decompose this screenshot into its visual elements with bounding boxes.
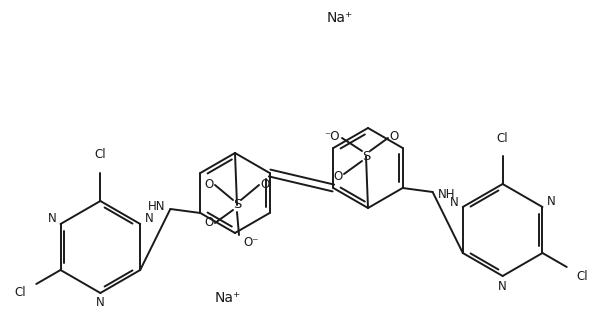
Text: S: S [233,198,241,212]
Text: Na⁺: Na⁺ [215,291,241,305]
Text: O: O [390,130,399,142]
Text: ⁻O: ⁻O [324,130,339,142]
Text: Cl: Cl [576,269,588,283]
Text: O: O [260,179,269,191]
Text: N: N [498,280,507,292]
Text: N: N [450,195,458,209]
Text: NH: NH [438,188,455,200]
Text: O: O [333,169,342,183]
Text: HN: HN [147,200,165,214]
Text: O⁻: O⁻ [243,237,259,249]
Text: O: O [204,179,214,191]
Text: O: O [204,216,214,230]
Text: Cl: Cl [95,148,106,162]
Text: Cl: Cl [497,132,509,144]
Text: S: S [362,149,370,163]
Text: N: N [144,213,153,225]
Text: N: N [48,213,56,225]
Text: Cl: Cl [15,287,27,299]
Text: N: N [547,195,556,209]
Text: Na⁺: Na⁺ [327,11,353,25]
Text: N: N [96,296,104,310]
